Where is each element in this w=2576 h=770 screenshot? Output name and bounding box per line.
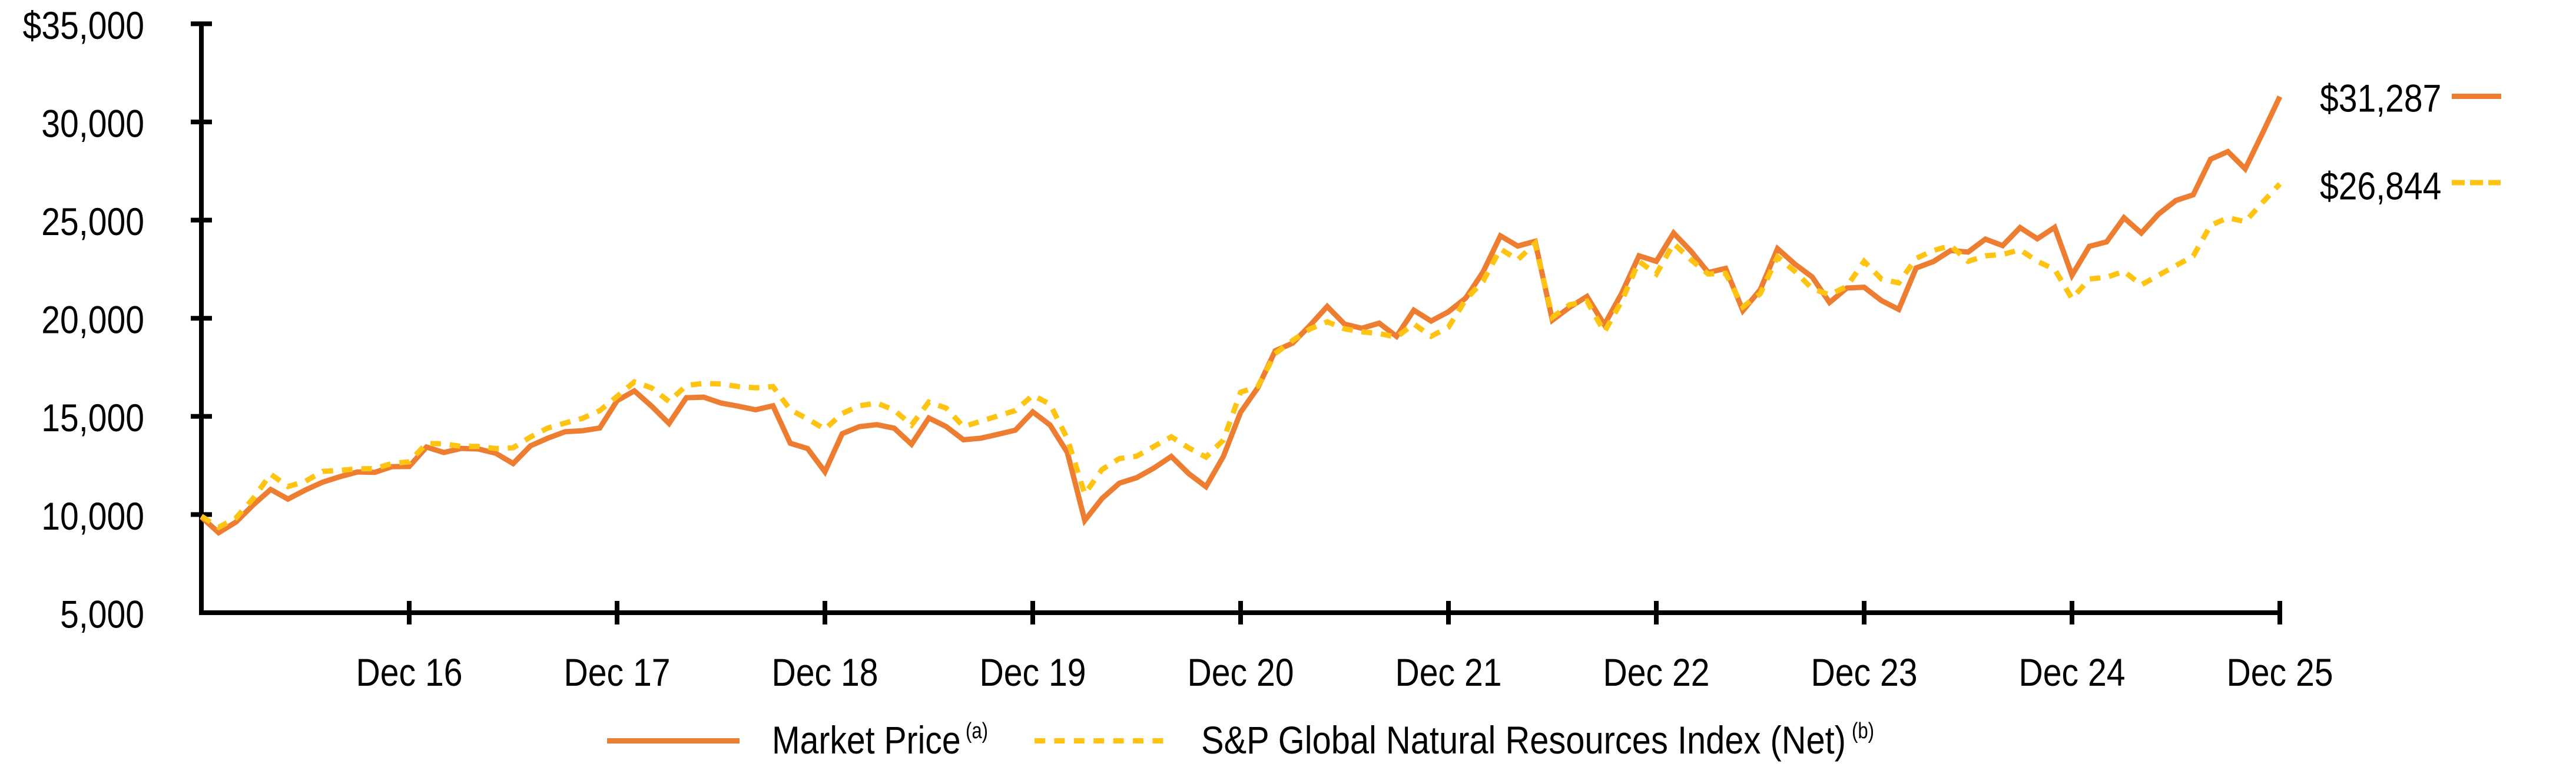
svg-text:20,000: 20,000 (41, 298, 144, 342)
svg-text:$35,000: $35,000 (23, 4, 144, 47)
svg-text:Dec 24: Dec 24 (2019, 650, 2126, 694)
svg-text:Dec 21: Dec 21 (1395, 650, 1502, 694)
svg-text:25,000: 25,000 (41, 200, 144, 243)
svg-text:Dec 25: Dec 25 (2227, 650, 2333, 694)
svg-text:30,000: 30,000 (41, 101, 144, 145)
svg-text:$26,844: $26,844 (2320, 164, 2441, 208)
svg-text:Dec 18: Dec 18 (772, 650, 878, 694)
svg-text:Dec 19: Dec 19 (980, 650, 1086, 694)
svg-text:(a): (a) (966, 719, 988, 743)
svg-text:Dec 20: Dec 20 (1188, 650, 1294, 694)
svg-text:Dec 23: Dec 23 (1811, 650, 1918, 694)
svg-text:Market Price: Market Price (772, 718, 961, 762)
svg-text:Dec 17: Dec 17 (564, 650, 671, 694)
svg-text:$31,287: $31,287 (2320, 76, 2441, 120)
svg-text:Dec 16: Dec 16 (356, 650, 463, 694)
svg-text:10,000: 10,000 (41, 494, 144, 538)
svg-text:5,000: 5,000 (60, 592, 144, 636)
svg-text:15,000: 15,000 (41, 396, 144, 439)
svg-text:(b): (b) (1852, 719, 1874, 743)
svg-text:Dec 22: Dec 22 (1603, 650, 1710, 694)
svg-text:S&P Global Natural Resources I: S&P Global Natural Resources Index (Net) (1201, 718, 1846, 762)
